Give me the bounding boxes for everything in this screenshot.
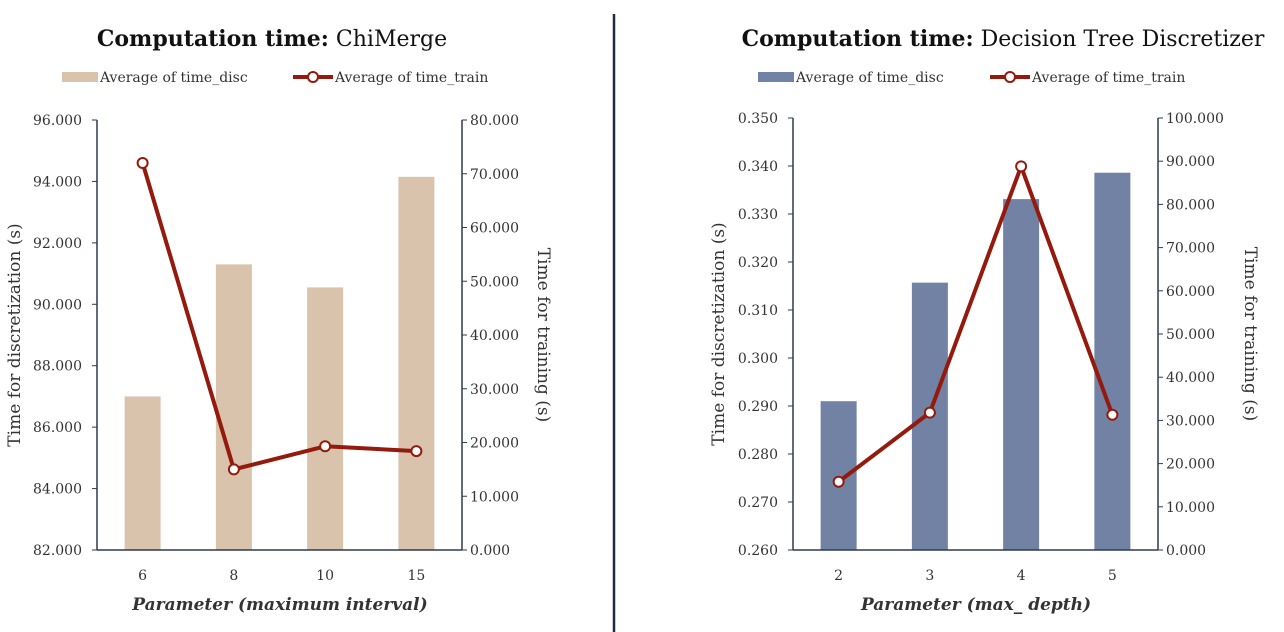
chart-title-rest: Decision Tree Discretizer bbox=[974, 27, 1265, 52]
bar-15 bbox=[398, 176, 435, 551]
left-tick-label: 90.000 bbox=[33, 297, 82, 313]
chart-1: Computation time: ChiMerge Average of tim… bbox=[5, 26, 553, 615]
left-tick-label: 0.340 bbox=[738, 159, 778, 175]
line-point-2 bbox=[832, 475, 845, 488]
right-tick-label: 0.000 bbox=[1166, 543, 1206, 559]
bar-10 bbox=[307, 287, 344, 550]
x-tick-label: 4 bbox=[1017, 568, 1026, 584]
legend-bar-label: Average of time_disc bbox=[795, 70, 944, 86]
legend-bar-label: Average of time_disc bbox=[99, 70, 248, 86]
left-tick-label: 0.300 bbox=[738, 351, 778, 367]
right-tick-label: 20.000 bbox=[1166, 457, 1215, 473]
right-tick-label: 40.000 bbox=[470, 328, 519, 344]
right-tick-label: 80.000 bbox=[470, 113, 519, 129]
right-tick-label: 10.000 bbox=[470, 489, 519, 505]
line-point-8 bbox=[227, 463, 240, 476]
x-axis-title: Parameter (max_ depth) bbox=[860, 595, 1091, 615]
right-tick-label: 60.000 bbox=[470, 221, 519, 237]
line-point-10 bbox=[319, 440, 332, 453]
left-axis-title: Time for discretization (s) bbox=[5, 223, 25, 446]
right-tick-label: 30.000 bbox=[1166, 413, 1215, 429]
x-axis-title: Parameter (maximum interval) bbox=[131, 595, 427, 615]
right-tick-label: 100.000 bbox=[1166, 111, 1224, 127]
right-tick-label: 40.000 bbox=[1166, 370, 1215, 386]
x-tick-label: 2 bbox=[834, 568, 843, 584]
left-tick-label: 0.350 bbox=[738, 111, 778, 127]
right-tick-label: 80.000 bbox=[1166, 197, 1215, 213]
right-tick-label: 50.000 bbox=[470, 274, 519, 290]
training-time-line bbox=[837, 164, 1115, 484]
line-point-5 bbox=[1106, 408, 1119, 421]
right-tick-label: 10.000 bbox=[1166, 500, 1215, 516]
left-tick-label: 0.320 bbox=[738, 255, 778, 271]
x-tick-label: 5 bbox=[1108, 568, 1117, 584]
right-tick-label: 30.000 bbox=[470, 382, 519, 398]
right-tick-label: 70.000 bbox=[470, 167, 519, 183]
legend-line-label: Average of time_train bbox=[334, 70, 488, 86]
x-tick-label: 6 bbox=[138, 568, 147, 584]
right-tick-label: 70.000 bbox=[1166, 241, 1215, 257]
chart-2: Computation time: Decision Tree Discreti… bbox=[709, 26, 1265, 615]
right-tick-label: 90.000 bbox=[1166, 154, 1215, 170]
left-axis-title: Time for discretization (s) bbox=[709, 222, 729, 445]
right-tick-label: 0.000 bbox=[470, 543, 510, 559]
left-tick-label: 96.000 bbox=[33, 113, 82, 129]
left-tick-label: 92.000 bbox=[33, 236, 82, 252]
left-tick-label: 84.000 bbox=[33, 482, 82, 498]
left-tick-label: 82.000 bbox=[33, 543, 82, 559]
bar-4 bbox=[1003, 199, 1040, 550]
right-axis-title: Time for training (s) bbox=[533, 248, 553, 423]
bar-5 bbox=[1094, 172, 1131, 550]
left-tick-label: 0.260 bbox=[738, 543, 778, 559]
right-tick-label: 20.000 bbox=[470, 436, 519, 452]
x-tick-label: 3 bbox=[925, 568, 934, 584]
bar-8 bbox=[215, 264, 252, 550]
legend-bar-swatch bbox=[62, 72, 98, 82]
legend-line-marker bbox=[1004, 71, 1016, 83]
bar-2 bbox=[820, 401, 857, 550]
left-tick-label: 0.280 bbox=[738, 447, 778, 463]
left-tick-label: 94.000 bbox=[33, 174, 82, 190]
x-tick-label: 15 bbox=[407, 568, 425, 584]
legend-line-marker bbox=[307, 71, 319, 83]
chart-title: Computation time: Decision Tree Discreti… bbox=[742, 26, 1265, 52]
left-tick-label: 0.270 bbox=[738, 495, 778, 511]
line-point-6 bbox=[136, 157, 149, 169]
chart-title-rest: ChiMerge bbox=[329, 27, 447, 52]
right-tick-label: 50.000 bbox=[1166, 327, 1215, 343]
left-tick-label: 0.330 bbox=[738, 207, 778, 223]
line-point-4 bbox=[1015, 160, 1028, 173]
chart-title-bold: Computation time: bbox=[742, 26, 974, 52]
chart-title: Computation time: ChiMerge bbox=[97, 26, 447, 52]
bar-6 bbox=[124, 396, 161, 550]
chart-title-bold: Computation time: bbox=[97, 26, 329, 52]
left-tick-label: 0.310 bbox=[738, 303, 778, 319]
right-axis-title: Time for training (s) bbox=[1240, 247, 1260, 422]
line-point-15 bbox=[410, 445, 423, 458]
left-tick-label: 0.290 bbox=[738, 399, 778, 415]
left-tick-label: 86.000 bbox=[33, 420, 82, 436]
legend-line-label: Average of time_train bbox=[1031, 70, 1185, 86]
x-tick-label: 10 bbox=[316, 568, 334, 584]
right-tick-label: 60.000 bbox=[1166, 284, 1215, 300]
legend-bar-swatch bbox=[758, 72, 794, 82]
training-time-line bbox=[140, 162, 417, 472]
x-tick-label: 8 bbox=[229, 568, 238, 584]
left-tick-label: 88.000 bbox=[33, 359, 82, 375]
line-point-3 bbox=[923, 406, 936, 419]
